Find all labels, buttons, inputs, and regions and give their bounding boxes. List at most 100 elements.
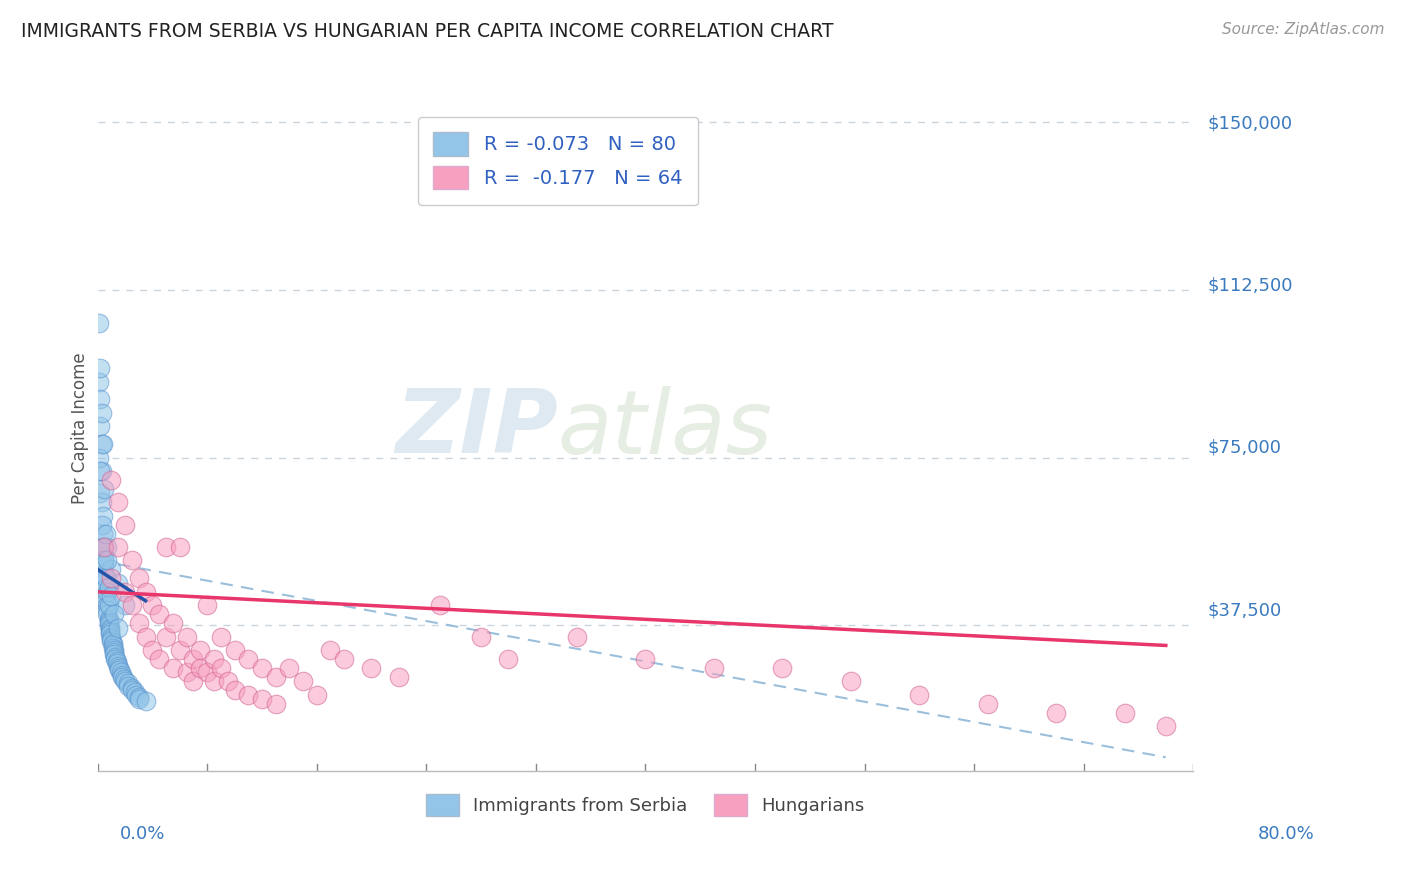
Point	[121, 681, 143, 695]
Point	[107, 658, 129, 673]
Point	[121, 683, 143, 698]
Point	[96, 607, 118, 622]
Point	[96, 598, 118, 612]
Point	[388, 670, 411, 684]
Point	[121, 553, 143, 567]
Point	[89, 486, 111, 500]
Point	[114, 584, 136, 599]
Point	[100, 634, 122, 648]
Point	[107, 495, 129, 509]
Point	[238, 652, 260, 666]
Point	[224, 643, 246, 657]
Point	[91, 508, 114, 523]
Point	[104, 652, 127, 666]
Point	[250, 692, 273, 706]
Point	[96, 540, 118, 554]
Text: 0.0%: 0.0%	[120, 825, 165, 843]
Point	[89, 419, 111, 434]
Point	[155, 540, 177, 554]
Point	[134, 630, 156, 644]
Point	[98, 623, 121, 637]
Point	[183, 674, 205, 689]
Point	[97, 580, 120, 594]
Point	[114, 517, 136, 532]
Point	[98, 621, 121, 635]
Point	[108, 663, 131, 677]
Point	[103, 607, 125, 622]
Point	[89, 392, 111, 407]
Point	[134, 694, 156, 708]
Point	[128, 571, 150, 585]
Point	[93, 553, 115, 567]
Point	[319, 643, 342, 657]
Point	[93, 566, 115, 581]
Point	[292, 674, 315, 689]
Point	[1114, 706, 1136, 720]
Point	[209, 630, 232, 644]
Point	[100, 571, 122, 585]
Point	[96, 553, 118, 567]
Point	[148, 652, 170, 666]
Point	[100, 562, 122, 576]
Point	[97, 618, 120, 632]
Point	[202, 652, 225, 666]
Point	[264, 670, 287, 684]
Point	[91, 437, 114, 451]
Point	[238, 688, 260, 702]
Point	[112, 672, 135, 686]
Point	[125, 688, 148, 702]
Point	[93, 549, 115, 563]
Point	[176, 665, 198, 680]
Point	[111, 670, 134, 684]
Point	[93, 540, 115, 554]
Point	[770, 661, 793, 675]
Point	[162, 661, 184, 675]
Point	[97, 612, 120, 626]
Point	[90, 464, 112, 478]
Point	[148, 607, 170, 622]
Point	[104, 649, 127, 664]
Point	[103, 643, 125, 657]
Point	[107, 621, 129, 635]
Point	[100, 589, 122, 603]
Point	[100, 630, 122, 644]
Point	[90, 517, 112, 532]
Point	[128, 692, 150, 706]
Legend: Immigrants from Serbia, Hungarians: Immigrants from Serbia, Hungarians	[419, 787, 872, 823]
Text: ZIP: ZIP	[395, 385, 558, 472]
Point	[97, 616, 120, 631]
Point	[91, 526, 114, 541]
Point	[202, 674, 225, 689]
Point	[634, 652, 657, 666]
Point	[839, 674, 862, 689]
Point	[105, 657, 128, 671]
Point	[90, 495, 112, 509]
Point	[98, 625, 121, 640]
Point	[1045, 706, 1067, 720]
Point	[1154, 719, 1177, 733]
Point	[141, 643, 163, 657]
Point	[209, 661, 232, 675]
Point	[111, 667, 134, 681]
Point	[470, 630, 492, 644]
Point	[188, 661, 211, 675]
Point	[93, 575, 115, 590]
Point	[89, 361, 111, 376]
Point	[87, 375, 110, 389]
Point	[103, 645, 125, 659]
Text: 80.0%: 80.0%	[1258, 825, 1315, 843]
Point	[108, 661, 131, 675]
Point	[498, 652, 520, 666]
Point	[94, 593, 117, 607]
Point	[91, 540, 114, 554]
Point	[94, 589, 117, 603]
Point	[162, 616, 184, 631]
Point	[103, 648, 125, 662]
Point	[217, 674, 239, 689]
Point	[264, 697, 287, 711]
Point	[101, 636, 124, 650]
Point	[96, 602, 118, 616]
Point	[114, 598, 136, 612]
Point	[93, 558, 115, 572]
Point	[155, 630, 177, 644]
